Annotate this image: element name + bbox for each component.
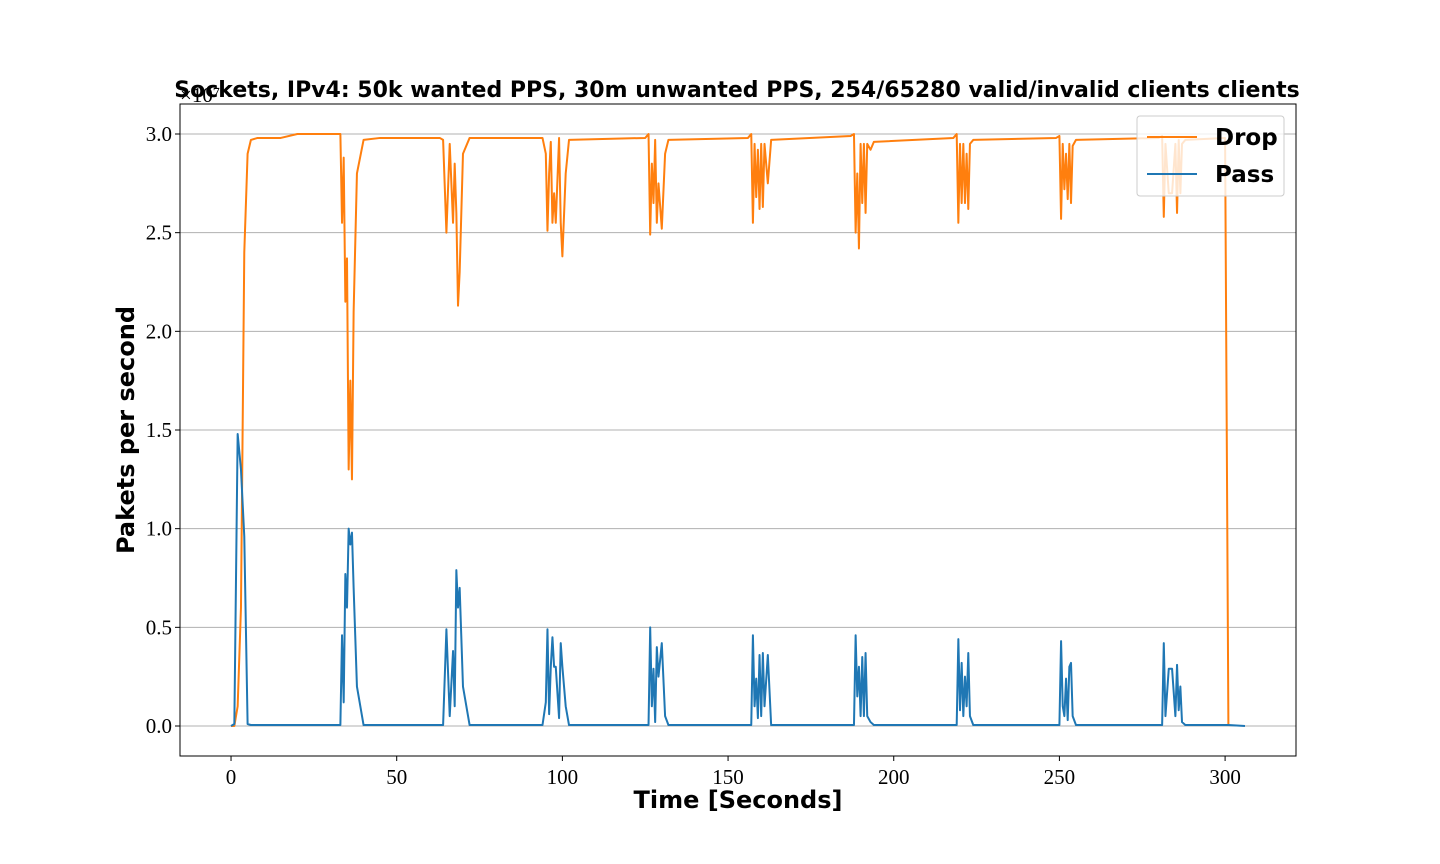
x-tick-label: 200: [878, 765, 910, 789]
y-tick-label: 1.5: [146, 418, 172, 442]
legend-label: Drop: [1215, 125, 1278, 151]
y-tick-label: 0.0: [146, 714, 172, 738]
legend: Drop Pass: [1136, 115, 1285, 197]
y-multiplier: ×10⁷: [180, 83, 220, 107]
x-axis-label: Time [Seconds]: [633, 786, 842, 814]
x-tick-label: 150: [712, 765, 744, 789]
plot-area: [180, 133, 1296, 727]
y-tick-label: 1.0: [146, 517, 172, 541]
y-tick-label: 0.5: [146, 615, 172, 639]
x-tick-label: 0: [226, 765, 237, 789]
x-tick-label: 300: [1209, 765, 1241, 789]
y-tick-label: 3.0: [146, 122, 172, 146]
y-axis-label: Pakets per second: [112, 306, 140, 554]
legend-label: Pass: [1215, 162, 1274, 188]
x-tick-label: 100: [547, 765, 579, 789]
x-tick-label: 50: [386, 765, 407, 789]
x-tick-label: 250: [1044, 765, 1076, 789]
y-tick-label: 2.5: [146, 221, 172, 245]
series-line: [230, 432, 1246, 727]
y-tick-label: 2.0: [146, 319, 172, 343]
series-line: [231, 133, 1230, 727]
chart-title: Sockets, IPv4: 50k wanted PPS, 30m unwan…: [174, 78, 1299, 103]
